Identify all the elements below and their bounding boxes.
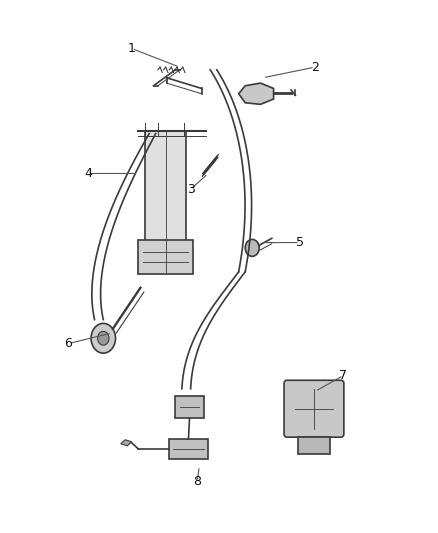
Text: 4: 4 — [84, 167, 92, 180]
Text: 7: 7 — [339, 369, 347, 382]
FancyBboxPatch shape — [138, 240, 193, 274]
Text: 1: 1 — [128, 42, 136, 55]
FancyBboxPatch shape — [145, 131, 186, 243]
Text: 5: 5 — [296, 236, 304, 249]
Text: 6: 6 — [64, 337, 72, 350]
FancyBboxPatch shape — [297, 437, 330, 454]
Circle shape — [245, 239, 259, 256]
Circle shape — [91, 324, 116, 353]
FancyBboxPatch shape — [169, 439, 208, 459]
Polygon shape — [239, 83, 274, 104]
Circle shape — [98, 332, 109, 345]
Text: 2: 2 — [311, 61, 319, 74]
FancyBboxPatch shape — [284, 380, 344, 437]
FancyBboxPatch shape — [175, 395, 204, 418]
Text: 8: 8 — [193, 475, 201, 488]
Text: 3: 3 — [187, 183, 194, 196]
Polygon shape — [121, 440, 132, 446]
